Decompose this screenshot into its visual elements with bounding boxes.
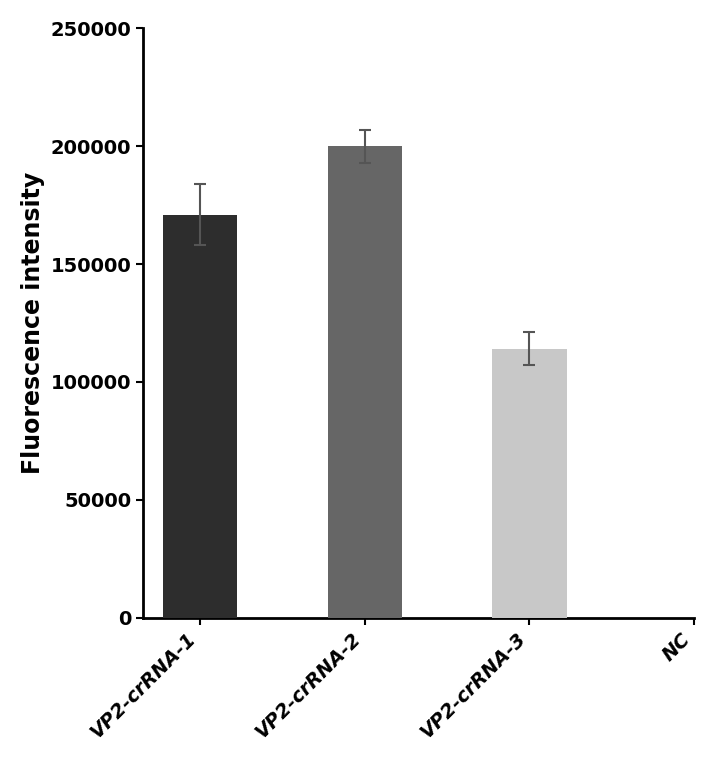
Y-axis label: Fluorescence intensity: Fluorescence intensity	[21, 172, 45, 474]
Bar	[163, 214, 237, 617]
Bar	[493, 349, 566, 617]
Bar	[327, 146, 402, 617]
